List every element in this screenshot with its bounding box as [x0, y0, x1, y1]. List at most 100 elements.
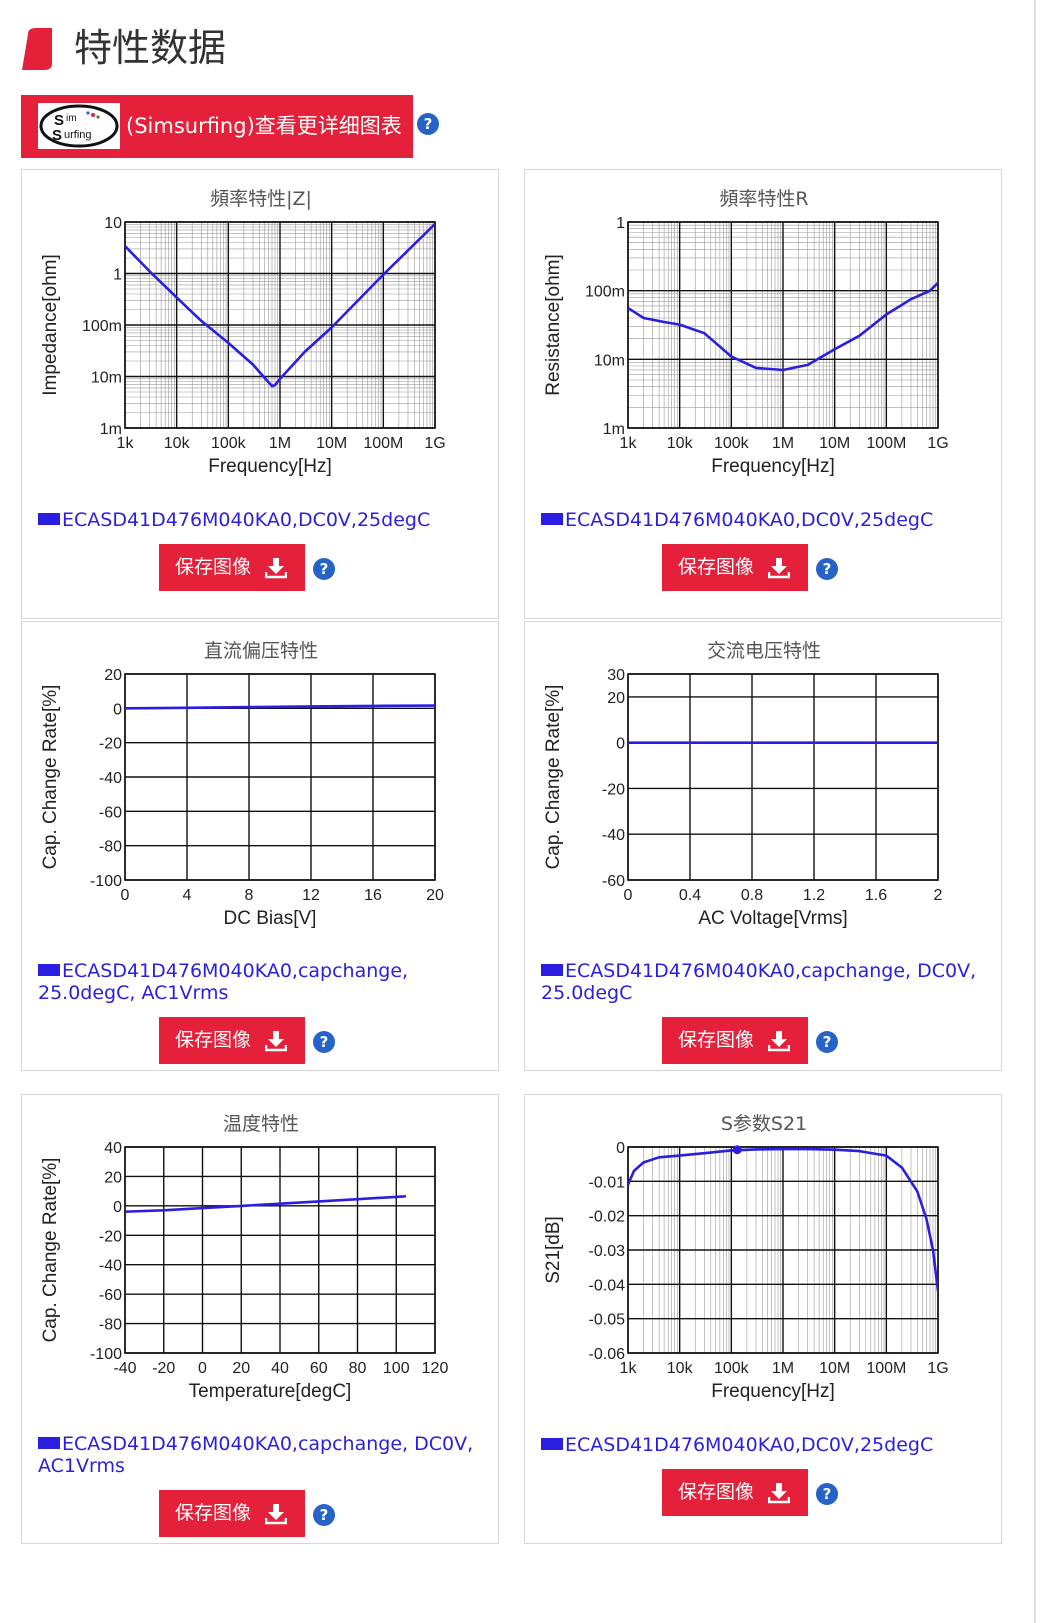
x-axis-label: Frequency[Hz] [208, 456, 332, 477]
download-icon [768, 1031, 790, 1052]
save-help-icon[interactable]: ? [816, 1483, 838, 1505]
save-help-icon[interactable]: ? [816, 1031, 838, 1053]
y-axis-label: Resistance[ohm] [543, 254, 564, 396]
y-tick-label: -100 [90, 1346, 122, 1363]
x-tick-label: 4 [183, 887, 192, 904]
x-tick-label: 0.4 [679, 887, 701, 904]
svg-text:S: S [52, 127, 62, 144]
plot-area: 1k 10k 100k 1M 10M 100M 1G -0.06 -0.05 -0.04 -0.03… [589, 1140, 949, 1377]
chart-title: 直流偏压特性 [203, 640, 318, 662]
download-icon [265, 558, 287, 579]
y-axis-label: Impedance[ohm] [40, 254, 61, 396]
save-help-icon[interactable]: ? [313, 1031, 335, 1053]
plot-area: 0 0.4 0.8 1.2 1.6 2 -60 -40 -20 0 20 30 [602, 667, 943, 904]
ac-voltage-chart: 0 0.4 0.8 1.2 1.6 2 -60 -40 -20 0 20 30 AC Voltage[V… [543, 667, 943, 929]
legend-label: ECASD41D476M040KA0,capchange, DC0V, [565, 960, 977, 982]
x-tick-label: 8 [245, 887, 254, 904]
chart-title: 頻率特性|Z| [210, 188, 312, 210]
save-image-label: 保存图像 [678, 1481, 755, 1503]
x-tick-label: 10k [667, 435, 694, 452]
save-help-icon[interactable]: ? [816, 558, 838, 580]
y-tick-label: -20 [99, 736, 122, 753]
x-tick-label: 1.6 [865, 887, 887, 904]
y-tick-label: -80 [99, 839, 122, 856]
y-tick-label: 0 [616, 736, 625, 753]
legend-label-line2: AC1Vrms [38, 1455, 125, 1477]
plot-frame [627, 673, 939, 881]
legend-label: ECASD41D476M040KA0,DC0V,25degC [565, 1434, 934, 1456]
chart-legend: ECASD41D476M040KA0,DC0V,25degC [38, 509, 488, 531]
simsurfing-help-icon[interactable]: ? [417, 113, 439, 135]
panel-resistance: 頻率特性R 1k 10k 100k 1M 10M 100M 1G 1m 10m 100m 1 Freq… [524, 169, 1002, 619]
temperature-chart: -40 -20 0 20 40 60 80 100 120 -100 -80 -60 -40 -20 0 20… [40, 1140, 449, 1402]
x-tick-label: 40 [271, 1360, 289, 1377]
y-tick-label: -0.04 [589, 1277, 626, 1294]
y-axis-label: Cap. Change Rate[%] [40, 1158, 61, 1343]
panel-temperature: 温度特性 -40 -20 0 20 40 60 80 100 120 -100 -80 -60 -40-… [21, 1094, 499, 1544]
x-tick-label: 120 [422, 1360, 449, 1377]
save-help-icon[interactable]: ? [313, 1504, 335, 1526]
x-tick-label: -40 [113, 1360, 136, 1377]
save-help-icon[interactable]: ? [313, 558, 335, 580]
panel-s21: S参数S21 1k 10k 100k 1M 10M 100M 1G -0.06 -0.05 -0.… [524, 1094, 1002, 1544]
chart-title: 温度特性 [222, 1113, 299, 1135]
x-tick-label: 0 [624, 887, 633, 904]
save-image-label: 保存图像 [678, 1029, 755, 1051]
plot-area: 0 4 8 12 16 20 -100 -80 -60 -40 -20 0 20 [90, 667, 444, 904]
download-icon [768, 558, 790, 579]
legend-label-line2: 25.0degC [541, 982, 633, 1004]
chart-title: S参数S21 [720, 1113, 808, 1135]
plot-area: 1k 10k 100k 1M 10M 100M 1G 1m 10m 100m 1 [585, 215, 949, 452]
series-line [628, 1147, 938, 1292]
save-image-button[interactable]: 保存图像 [662, 1017, 808, 1064]
impedance-chart: 1k 10k 100k 1M 10M 100M 1G 1m 10m 100m 1 10 Frequenc… [40, 215, 446, 477]
x-tick-label: 1k [117, 435, 135, 452]
svg-text:im: im [66, 113, 77, 124]
plot-frame [124, 221, 436, 429]
save-image-label: 保存图像 [678, 556, 755, 578]
save-image-button[interactable]: 保存图像 [662, 1469, 808, 1516]
simsurfing-label: (Simsurfing)查看更详细图表 [126, 114, 402, 138]
chart-title: 頻率特性R [719, 188, 809, 210]
y-tick-label: -0.06 [589, 1346, 626, 1363]
legend-swatch [541, 964, 563, 976]
y-tick-label: 100m [82, 318, 122, 335]
x-tick-label: 0.8 [741, 887, 763, 904]
y-tick-label: -40 [99, 770, 122, 787]
legend-swatch [38, 513, 60, 525]
y-tick-label: -0.05 [589, 1312, 626, 1329]
y-tick-label: -0.03 [589, 1243, 626, 1260]
x-axis-label: AC Voltage[Vrms] [698, 908, 847, 929]
x-axis-label: Frequency[Hz] [711, 456, 835, 477]
y-tick-label: -0.02 [589, 1209, 626, 1226]
y-tick-label: 10m [91, 370, 122, 387]
x-tick-label: 1G [927, 435, 948, 452]
legend-label-line2: 25.0degC, AC1Vrms [38, 982, 229, 1004]
save-image-button[interactable]: 保存图像 [662, 544, 808, 591]
dc-bias-chart: 0 4 8 12 16 20 -100 -80 -60 -40 -20 0 20 DC Bias[V] Ca… [40, 667, 444, 929]
y-tick-label: -60 [99, 1287, 122, 1304]
legend-swatch [541, 1438, 563, 1450]
simsurfing-button[interactable]: S im S urfing (Simsurfing)查看更详细图表 [21, 95, 413, 158]
y-tick-label: -40 [99, 1258, 122, 1275]
x-axis-label: Frequency[Hz] [711, 1381, 835, 1402]
legend-swatch [38, 964, 60, 976]
y-tick-label: 100m [585, 284, 625, 301]
x-tick-label: 1M [772, 435, 794, 452]
save-image-button[interactable]: 保存图像 [159, 1490, 305, 1537]
y-tick-label: -20 [99, 1228, 122, 1245]
plot-frame [627, 221, 939, 429]
x-tick-label: 100k [714, 435, 750, 452]
series-line [628, 281, 938, 372]
legend-swatch [38, 1437, 60, 1449]
save-image-button[interactable]: 保存图像 [159, 544, 305, 591]
s21-chart: 1k 10k 100k 1M 10M 100M 1G -0.06 -0.05 -0.04 -0.03… [543, 1140, 949, 1402]
x-axis-label: Temperature[degC] [189, 1381, 352, 1402]
save-image-label: 保存图像 [175, 556, 252, 578]
y-tick-label: -40 [602, 827, 625, 844]
save-image-button[interactable]: 保存图像 [159, 1017, 305, 1064]
legend-label: ECASD41D476M040KA0,DC0V,25degC [62, 509, 431, 531]
x-tick-label: 0 [198, 1360, 207, 1377]
x-tick-label: 1k [620, 435, 638, 452]
x-tick-label: 10k [667, 1360, 694, 1377]
